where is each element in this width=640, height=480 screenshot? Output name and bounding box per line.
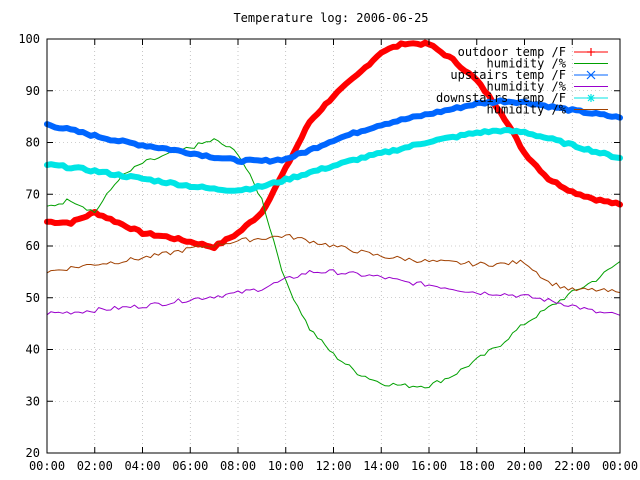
x-tick-label: 10:00 bbox=[268, 459, 304, 473]
y-tick-label: 30 bbox=[26, 394, 40, 408]
legend-label-4: downstairs temp /F bbox=[436, 91, 566, 105]
legend-label-2: upstairs temp /F bbox=[450, 68, 566, 82]
x-tick-label: 14:00 bbox=[363, 459, 399, 473]
x-tick-label: 16:00 bbox=[411, 459, 447, 473]
y-tick-label: 100 bbox=[18, 32, 40, 46]
x-tick-label: 08:00 bbox=[220, 459, 256, 473]
series-line-3 bbox=[46, 269, 621, 316]
series-line-0 bbox=[44, 39, 623, 252]
chart-title: Temperature log: 2006-06-25 bbox=[233, 11, 428, 25]
legend-marker-4 bbox=[587, 94, 595, 102]
series-layer bbox=[44, 39, 623, 389]
series-line-5 bbox=[46, 234, 621, 294]
legend-marker-0 bbox=[587, 48, 595, 56]
legend-marker-2 bbox=[586, 70, 596, 80]
x-tick-label: 00:00 bbox=[29, 459, 65, 473]
legend-label-1: humidity /% bbox=[487, 57, 567, 71]
x-tick-label: 18:00 bbox=[459, 459, 495, 473]
legend-label-0: outdoor temp /F bbox=[458, 45, 566, 59]
x-tick-label: 06:00 bbox=[172, 459, 208, 473]
y-tick-label: 70 bbox=[26, 187, 40, 201]
legend-label-3: humidity /% bbox=[487, 80, 567, 94]
y-tick-label: 80 bbox=[26, 136, 40, 150]
x-tick-label: 20:00 bbox=[506, 459, 542, 473]
y-tick-label: 60 bbox=[26, 239, 40, 253]
series-line-1 bbox=[46, 138, 621, 389]
y-tick-label: 20 bbox=[26, 446, 40, 460]
tick-layer: 20 30 40 50 60 70 80 90 100 00:00 02:00 04:00 06:00 0… bbox=[18, 32, 638, 473]
series-line-2 bbox=[44, 97, 623, 165]
x-tick-label: 00:00 bbox=[602, 459, 638, 473]
legend-label-5: humidity /% bbox=[487, 103, 567, 117]
x-tick-label: 04:00 bbox=[124, 459, 160, 473]
y-tick-label: 40 bbox=[26, 343, 40, 357]
x-tick-label: 02:00 bbox=[77, 459, 113, 473]
series-line-4 bbox=[44, 127, 623, 194]
x-tick-label: 22:00 bbox=[554, 459, 590, 473]
x-tick-label: 12:00 bbox=[315, 459, 351, 473]
y-tick-label: 90 bbox=[26, 84, 40, 98]
y-tick-label: 50 bbox=[26, 291, 40, 305]
